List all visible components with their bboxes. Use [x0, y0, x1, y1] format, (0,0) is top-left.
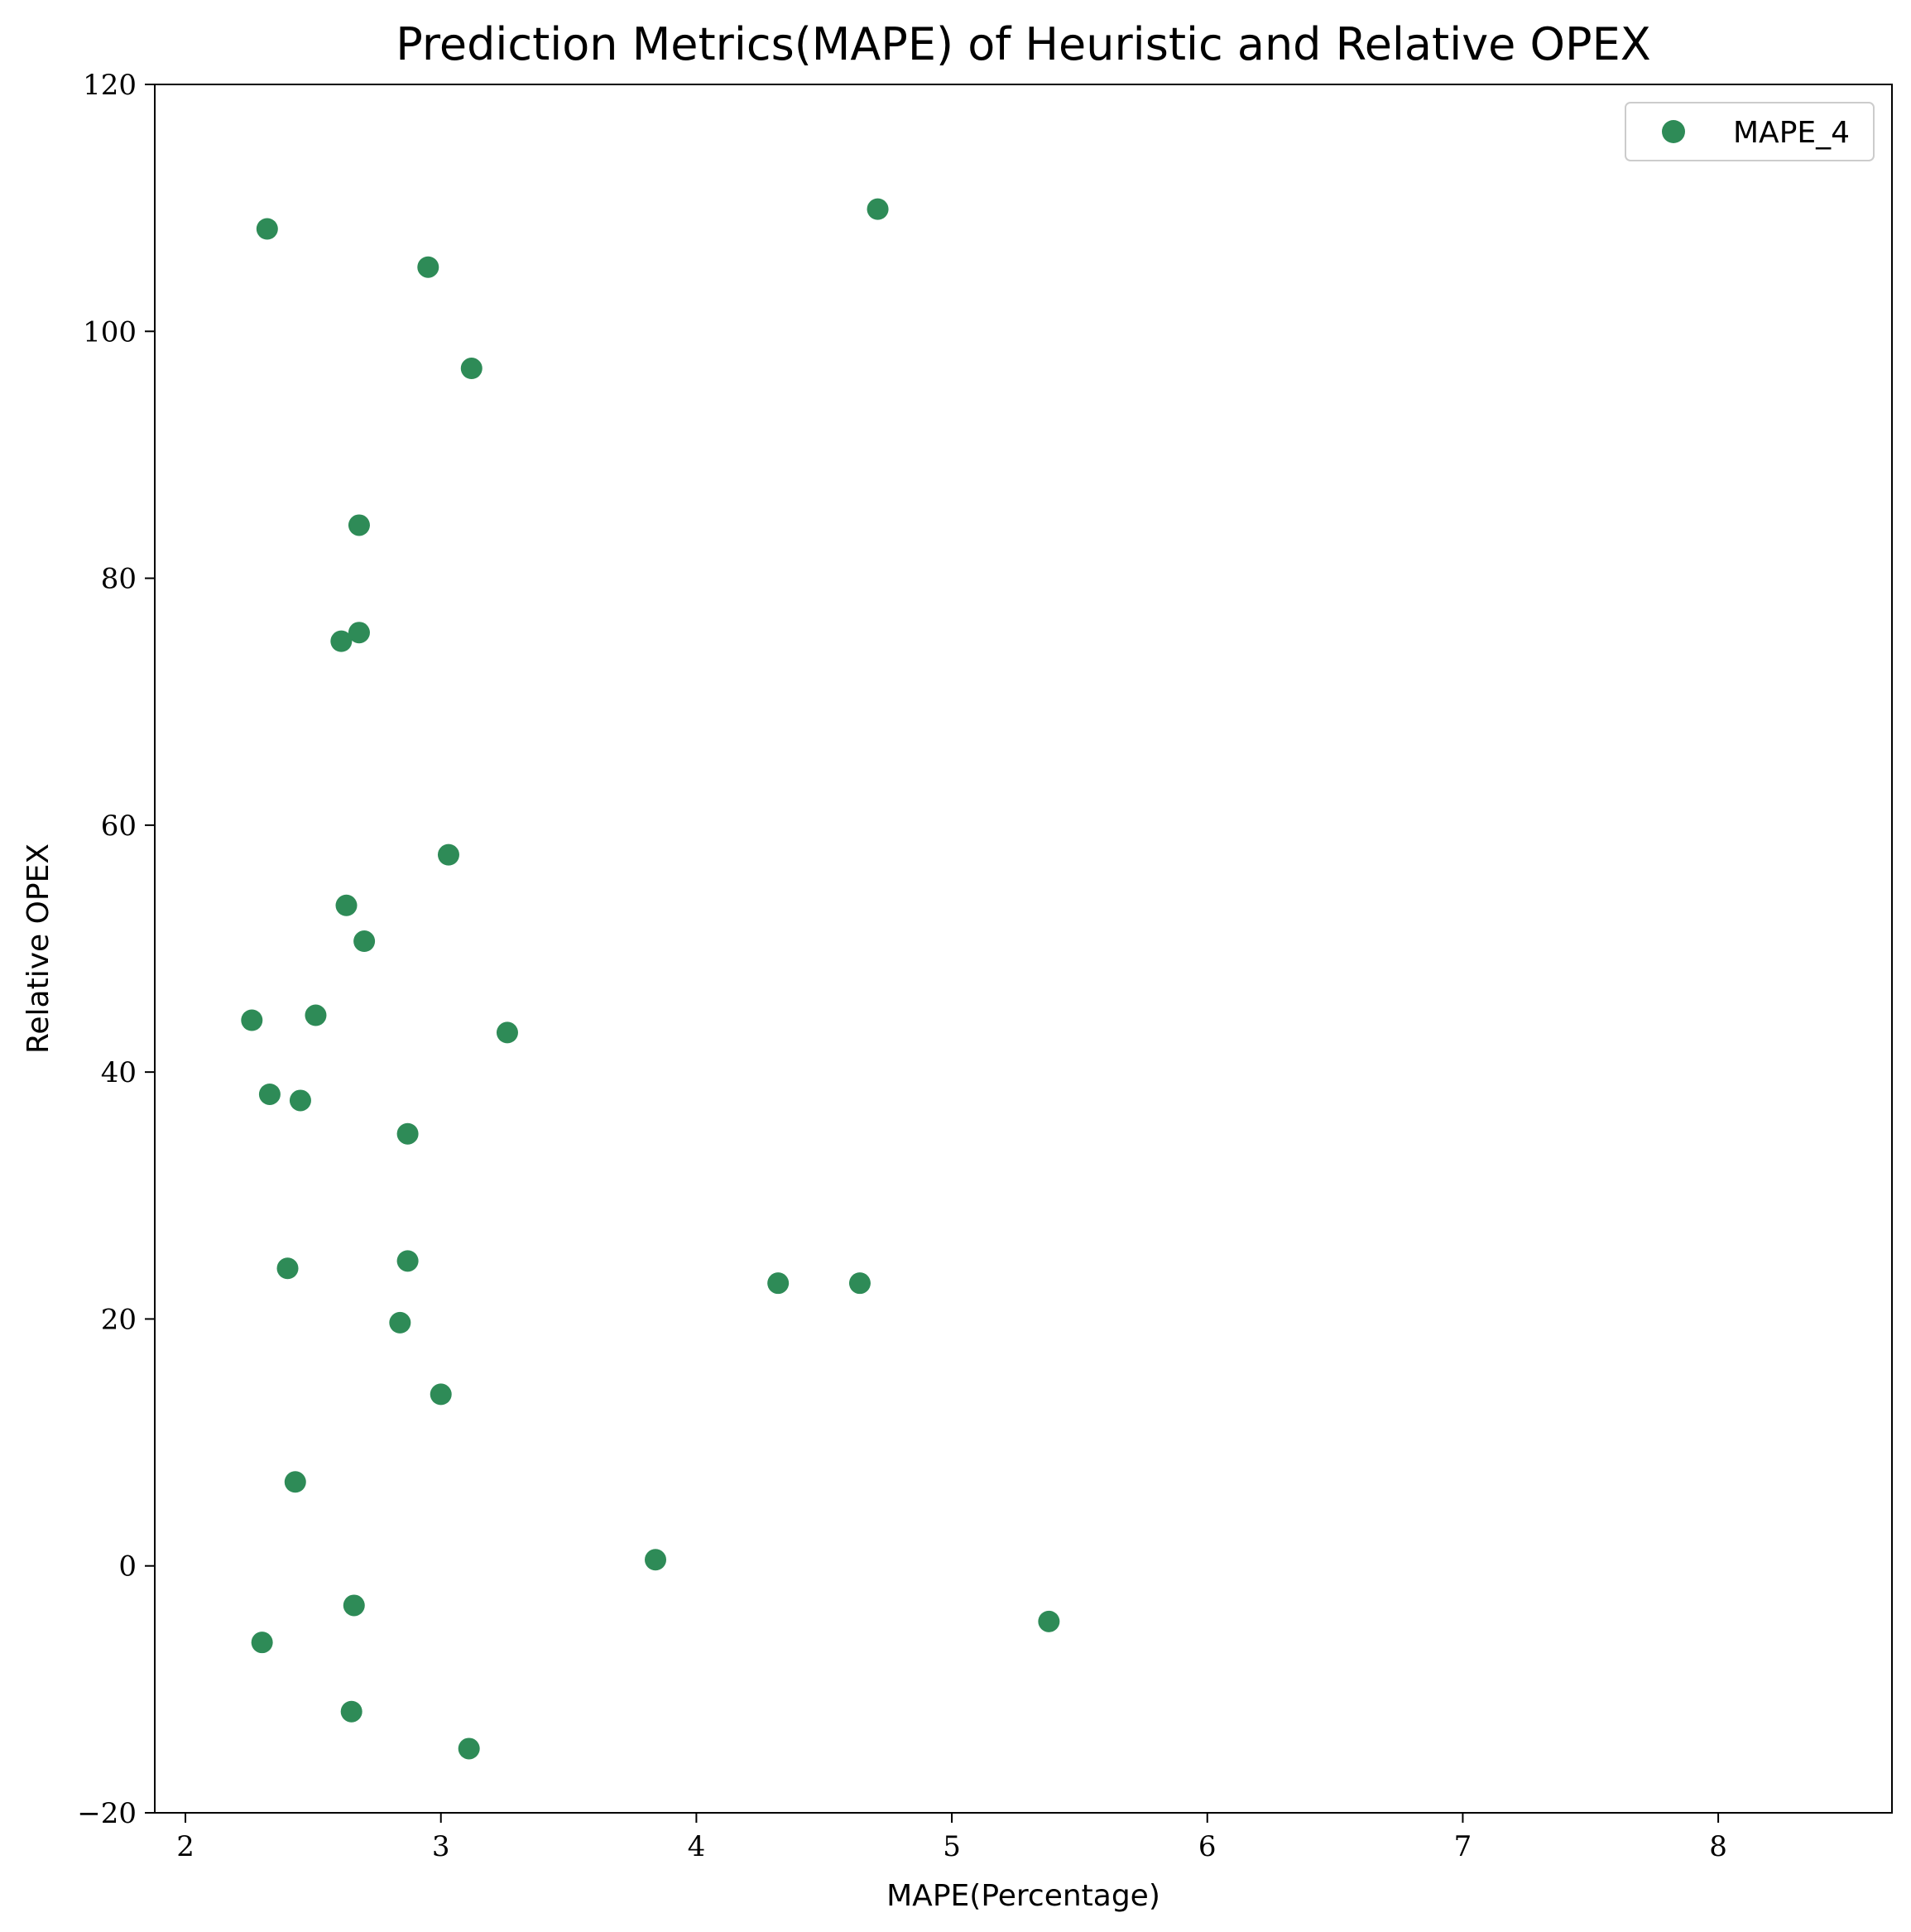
- scatter-point: [353, 930, 376, 953]
- x-tick-label: 7: [1454, 1830, 1472, 1863]
- scatter-point: [340, 1700, 363, 1723]
- scatter-point: [460, 358, 483, 380]
- y-tick-label: 20: [101, 1303, 137, 1336]
- scatter-point: [256, 218, 278, 240]
- points-layer: [241, 198, 1060, 1760]
- x-tick-label: 8: [1709, 1830, 1727, 1863]
- scatter-point: [335, 894, 358, 916]
- y-tick-label: 100: [83, 315, 137, 348]
- scatter-point: [251, 1632, 273, 1654]
- scatter-point: [848, 1272, 871, 1295]
- scatter-point: [767, 1272, 790, 1295]
- scatter-point: [330, 630, 353, 652]
- scatter-point: [284, 1471, 306, 1493]
- x-tick-label: 5: [943, 1830, 961, 1863]
- x-tick-label: 3: [432, 1830, 450, 1863]
- y-axis-label: Relative OPEX: [22, 843, 55, 1054]
- x-tick-label: 6: [1198, 1830, 1217, 1863]
- scatter-point: [343, 1594, 365, 1617]
- legend: MAPE_4: [1625, 102, 1875, 161]
- y-tick-label: 60: [101, 810, 137, 843]
- scatter-point: [348, 622, 370, 644]
- scatter-point: [1038, 1610, 1060, 1632]
- tick-layer: 2 3 4 5 6 7 8 −20 0 20 40 60 80 100 120: [77, 69, 1727, 1863]
- scatter-point: [867, 198, 889, 220]
- scatter-point: [417, 256, 439, 278]
- scatter-point: [458, 1737, 480, 1760]
- y-tick-label: 0: [118, 1550, 137, 1584]
- scatter-point: [276, 1257, 299, 1280]
- scatter-point: [389, 1311, 411, 1334]
- scatter-point: [348, 514, 370, 536]
- legend-label: MAPE_4: [1733, 116, 1850, 150]
- y-tick-label: 80: [101, 563, 137, 596]
- scatter-point: [437, 843, 459, 866]
- y-tick-label: 40: [101, 1056, 137, 1089]
- y-tick-label: 120: [83, 69, 137, 102]
- x-axis-label: MAPE(Percentage): [886, 1879, 1160, 1913]
- legend-box: [1625, 102, 1875, 161]
- y-tick-label: −20: [77, 1797, 137, 1830]
- scatter-point: [305, 1004, 327, 1026]
- scatter-point: [645, 1549, 667, 1571]
- scatter-point: [396, 1122, 419, 1145]
- scatter-point: [241, 1009, 263, 1031]
- scatter-point: [496, 1021, 518, 1044]
- plot-frame: [154, 84, 1893, 1814]
- x-tick-label: 2: [176, 1830, 194, 1863]
- scatter-point: [430, 1383, 452, 1406]
- scatter-point: [289, 1089, 311, 1112]
- x-tick-label: 4: [688, 1830, 706, 1863]
- chart-title: Prediction Metrics(MAPE) of Heuristic an…: [396, 18, 1650, 70]
- scatter-point: [396, 1250, 419, 1272]
- scatter-point: [258, 1083, 281, 1105]
- legend-marker: [1662, 120, 1685, 143]
